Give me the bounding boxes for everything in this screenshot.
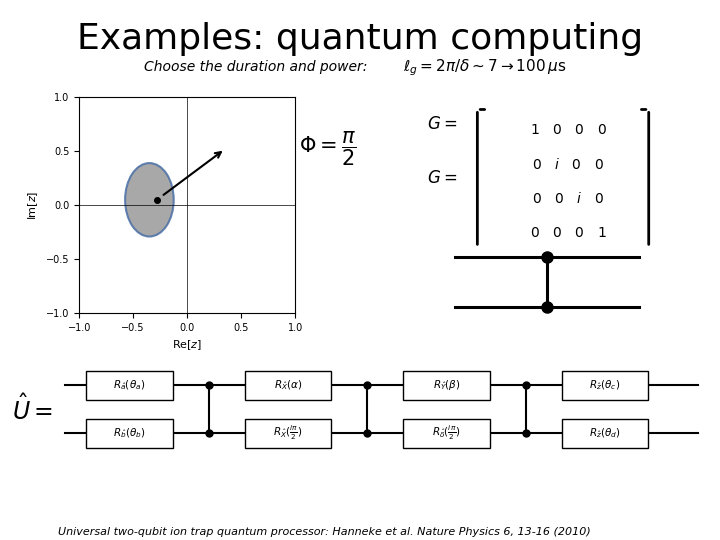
FancyBboxPatch shape [245, 370, 331, 400]
Text: $R_{\hat{\delta}}(\frac{i\pi}{2})$: $R_{\hat{\delta}}(\frac{i\pi}{2})$ [432, 424, 461, 442]
FancyBboxPatch shape [403, 370, 490, 400]
Text: $R_{\hat{z}}(\theta_d)$: $R_{\hat{z}}(\theta_d)$ [589, 427, 621, 440]
Text: $0 \quad 0 \quad 0 \quad 1$: $0 \quad 0 \quad 0 \quad 1$ [530, 226, 606, 240]
Text: $R_{\hat{Y}}(\beta)$: $R_{\hat{Y}}(\beta)$ [433, 379, 460, 393]
Text: $0 \quad i \quad 0 \quad 0$: $0 \quad i \quad 0 \quad 0$ [532, 157, 604, 172]
Text: Examples: quantum computing: Examples: quantum computing [77, 22, 643, 56]
Text: $R_{\hat{z}}(\theta_c)$: $R_{\hat{z}}(\theta_c)$ [589, 379, 621, 392]
Text: $R_{\hat{X}}(\alpha)$: $R_{\hat{X}}(\alpha)$ [274, 379, 302, 392]
FancyBboxPatch shape [562, 418, 648, 448]
FancyBboxPatch shape [86, 418, 173, 448]
Text: $R_{\hat{a}}(\theta_a)$: $R_{\hat{a}}(\theta_a)$ [114, 379, 145, 392]
Ellipse shape [125, 163, 174, 237]
Y-axis label: Im[$z$]: Im[$z$] [27, 191, 40, 220]
FancyBboxPatch shape [86, 370, 173, 400]
FancyBboxPatch shape [562, 370, 648, 400]
Text: $R_{\hat{b}}(\theta_b)$: $R_{\hat{b}}(\theta_b)$ [113, 427, 146, 440]
Text: $\hat{U} =$: $\hat{U} =$ [12, 394, 53, 424]
FancyBboxPatch shape [403, 418, 490, 448]
Text: Choose the duration and power:: Choose the duration and power: [144, 60, 367, 75]
X-axis label: Re[$z$]: Re[$z$] [172, 339, 202, 352]
Text: $R_{\hat{X}}(\frac{i\pi}{2})$: $R_{\hat{X}}(\frac{i\pi}{2})$ [274, 424, 302, 442]
Text: $\Phi = \dfrac{\pi}{2}$: $\Phi = \dfrac{\pi}{2}$ [299, 129, 356, 168]
Text: $\ell_g = 2\pi/\delta \sim 7 \rightarrow 100\,\mu$s: $\ell_g = 2\pi/\delta \sim 7 \rightarrow… [403, 57, 567, 78]
Text: $1 \quad 0 \quad 0 \quad 0$: $1 \quad 0 \quad 0 \quad 0$ [530, 123, 606, 137]
Text: $0 \quad 0 \quad i \quad 0$: $0 \quad 0 \quad i \quad 0$ [532, 192, 604, 206]
FancyBboxPatch shape [245, 418, 331, 448]
Text: $G = $: $G = $ [427, 115, 457, 133]
Text: $G = $: $G = $ [427, 170, 457, 187]
Text: Universal two-qubit ion trap quantum processor: Hanneke et al. Nature Physics 6,: Universal two-qubit ion trap quantum pro… [58, 527, 590, 537]
